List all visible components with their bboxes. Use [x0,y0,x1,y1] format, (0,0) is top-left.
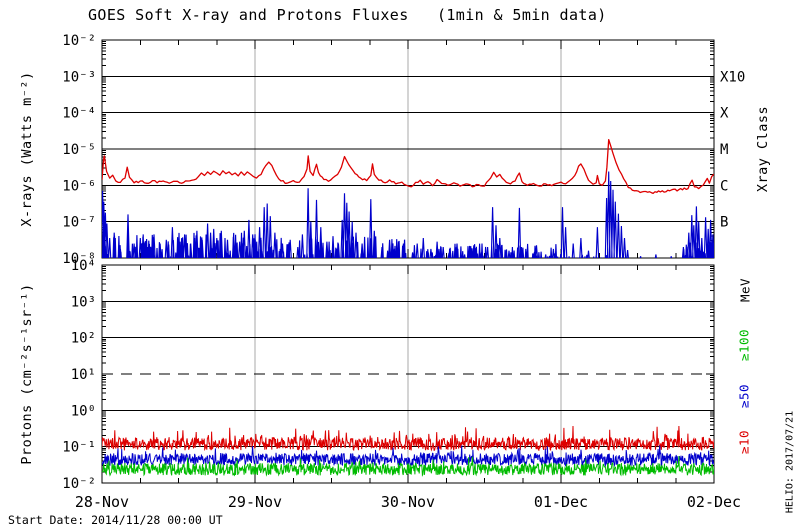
chart-title: GOES Soft X-ray and Protons Fluxes (1min… [88,6,607,24]
protons-ge100-trace [102,455,714,477]
protons-ge10-trace [102,425,714,452]
x-tick-label: 02-Dec [687,493,741,511]
start-date-label: Start Date: 2014/11/28 00:00 UT [8,513,223,527]
protons-y-tick-label: 10⁻² [62,476,96,492]
xray-grid [101,39,715,259]
legend-ge50: ≥50 [736,383,752,409]
xray-y-tick-label: 10⁻³ [62,69,96,85]
x-tick-label: 29-Nov [228,493,282,511]
protons-y-tick-label: 10⁴ [71,258,96,274]
x-tick-label: 28-Nov [75,493,129,511]
protons-y-tick-label: 10² [71,331,96,347]
protons-y-tick-label: 10³ [71,294,96,310]
xray-class-b: B [720,215,728,231]
legend-ge100: ≥100 [736,328,752,362]
x-tick-label: 30-Nov [381,493,435,511]
xray-y-axis-label: X-rays (Watts m⁻²) [19,71,35,227]
xray-y-tick-label: 10⁻⁵ [62,142,96,158]
xray-class-x10: X10 [720,69,745,85]
xray-y-tick-label: 10⁻⁶ [62,178,96,194]
xray-class-m: M [720,142,728,158]
mev-axis-label: MeV [737,277,753,303]
xray-class-x: X [720,106,729,122]
protons-y-tick-label: 10⁻¹ [62,440,96,456]
xray-short-trace [102,171,714,258]
protons-ge50-trace [102,445,714,468]
legend-ge10: ≥10 [736,429,752,455]
xray-y-tick-label: 10⁻⁸ [62,251,96,267]
x-tick-label: 01-Dec [534,493,588,511]
xray-y-tick-label: 10⁻⁴ [62,106,96,122]
xray-y-tick-label: 10⁻⁷ [62,215,96,231]
xray-class-c: C [720,178,728,194]
protons-grid [101,264,715,484]
protons-series [102,425,714,477]
protons-y-tick-label: 10¹ [71,367,96,383]
xray-y-tick-label: 10⁻² [62,33,96,49]
protons-y-axis-label: Protons (cm⁻²s⁻¹sr⁻¹) [19,283,35,465]
protons-y-tick-label: 10⁰ [71,403,96,419]
xray-long-trace [102,138,714,195]
xray-class-axis-label: Xray Class [755,105,771,193]
xray-series [102,138,714,258]
helio-credit-stamp: HELIO: 2017/07/21 [784,410,796,514]
